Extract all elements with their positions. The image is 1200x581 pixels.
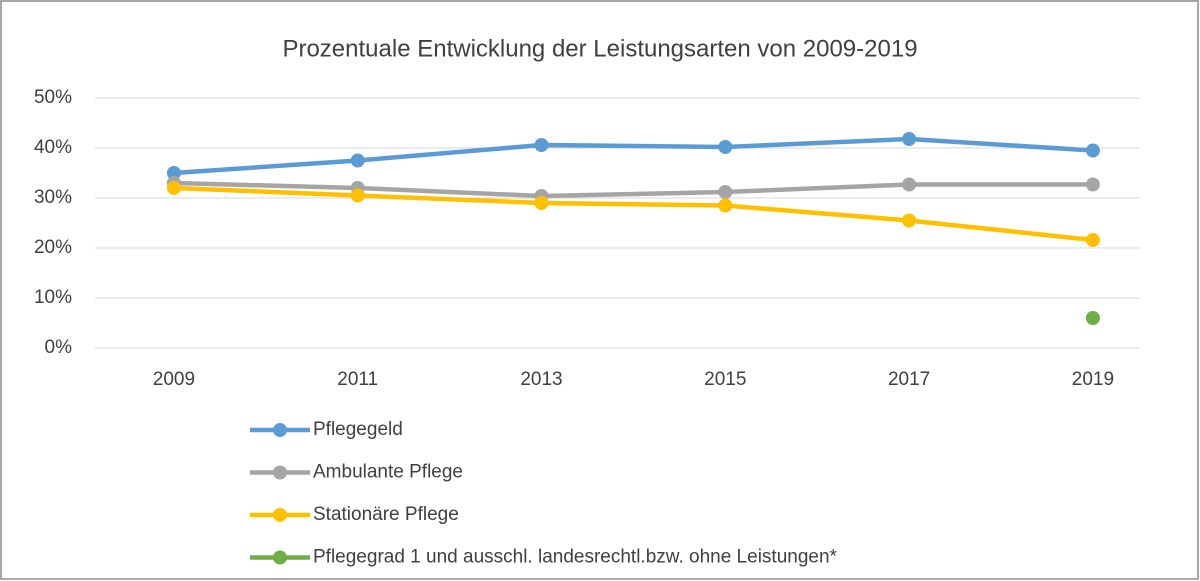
- series-marker: [350, 188, 365, 203]
- x-tick-label: 2017: [888, 369, 930, 390]
- series-line: [171, 136, 1096, 176]
- series-marker: [534, 196, 549, 210]
- series-marker: [718, 185, 733, 199]
- series-marker: [902, 213, 917, 228]
- series-marker: [902, 132, 917, 146]
- legend-label: Pflegegeld: [313, 419, 403, 440]
- x-tick-label: 2019: [1072, 369, 1114, 390]
- y-tick-label: 40%: [34, 137, 72, 158]
- legend-label: Ambulante Pflege: [313, 462, 463, 483]
- series-line: [171, 180, 1096, 199]
- legend-marker: [273, 550, 287, 565]
- x-tick-label: 2013: [520, 369, 562, 390]
- x-tick-label: 2011: [337, 369, 378, 390]
- x-tick-label: 2009: [153, 369, 195, 390]
- series-marker: [166, 166, 181, 180]
- series-marker: [166, 181, 181, 195]
- series-marker: [534, 138, 549, 152]
- legend-label: Pflegegrad 1 und ausschl. landesrechtl.b…: [313, 547, 838, 568]
- series-line: [171, 185, 1096, 243]
- series-marker: [350, 153, 365, 168]
- y-tick-label: 10%: [34, 287, 72, 308]
- legend-marker: [273, 508, 287, 522]
- series-marker: [718, 198, 733, 213]
- legend-label: Stationäre Pflege: [313, 504, 459, 525]
- series-marker: [1085, 233, 1100, 247]
- y-tick-label: 0%: [45, 337, 73, 358]
- series-marker: [1085, 311, 1100, 325]
- chart-title: Prozentuale Entwicklung der Leistungsart…: [282, 35, 917, 62]
- x-tick-label: 2015: [704, 369, 746, 390]
- legend-marker: [273, 465, 287, 480]
- series-marker: [718, 140, 733, 154]
- series-marker: [1085, 177, 1100, 192]
- y-tick-label: 50%: [34, 87, 72, 108]
- y-tick-label: 30%: [34, 187, 72, 208]
- legend-marker: [273, 423, 287, 437]
- series-marker: [1085, 143, 1100, 158]
- series-marker: [902, 177, 917, 192]
- y-tick-label: 20%: [34, 237, 72, 258]
